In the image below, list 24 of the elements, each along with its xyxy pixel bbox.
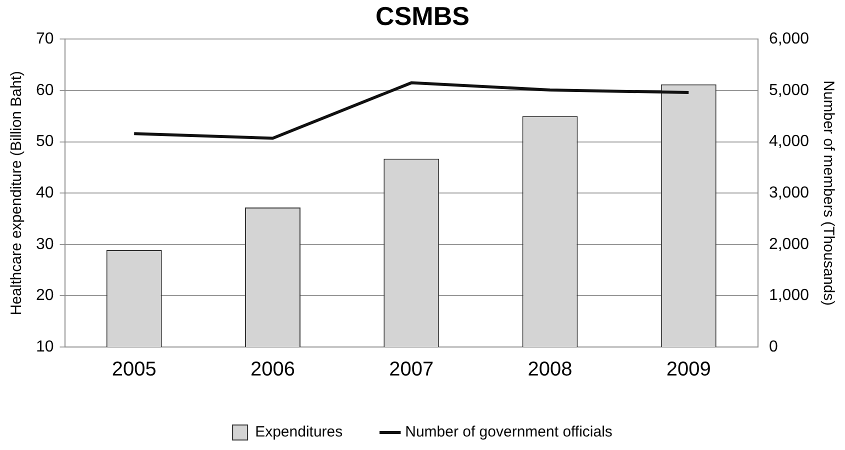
x-tick-label: 2007 <box>389 358 434 381</box>
y-tick-label: 20 <box>36 287 54 304</box>
y-tick-label: 10 <box>36 338 54 356</box>
y-axis-title: Healthcare expenditure (Billion Baht) <box>8 70 26 316</box>
x-tick-label: 2009 <box>666 358 711 381</box>
y2-tick-label: 6,000 <box>768 30 810 48</box>
y-tick-label: 30 <box>36 236 54 253</box>
y-tick-label: 50 <box>36 133 54 150</box>
y2-tick-label: 1,000 <box>768 287 810 304</box>
y2-tick-label: 2,000 <box>768 236 810 253</box>
y2-axis-title: Number of members (Thousands) <box>820 80 837 306</box>
x-tick-label: 2005 <box>112 358 156 381</box>
y2-tick-label: 5,000 <box>768 82 810 99</box>
x-tick-label: 2008 <box>528 358 572 381</box>
y-tick-label: 40 <box>36 184 54 202</box>
y-tick-label: 70 <box>36 30 54 48</box>
y2-tick-label: 0 <box>768 338 778 356</box>
y-tick-label: 60 <box>36 82 54 99</box>
legend-label: Expenditures <box>255 424 343 441</box>
x-tick-label: 2006 <box>250 358 295 381</box>
legend-label: Number of government officials <box>405 424 612 441</box>
y2-tick-label: 3,000 <box>768 184 810 202</box>
chart-title: CSMBS <box>376 0 470 31</box>
y2-tick-label: 4,000 <box>768 133 810 150</box>
